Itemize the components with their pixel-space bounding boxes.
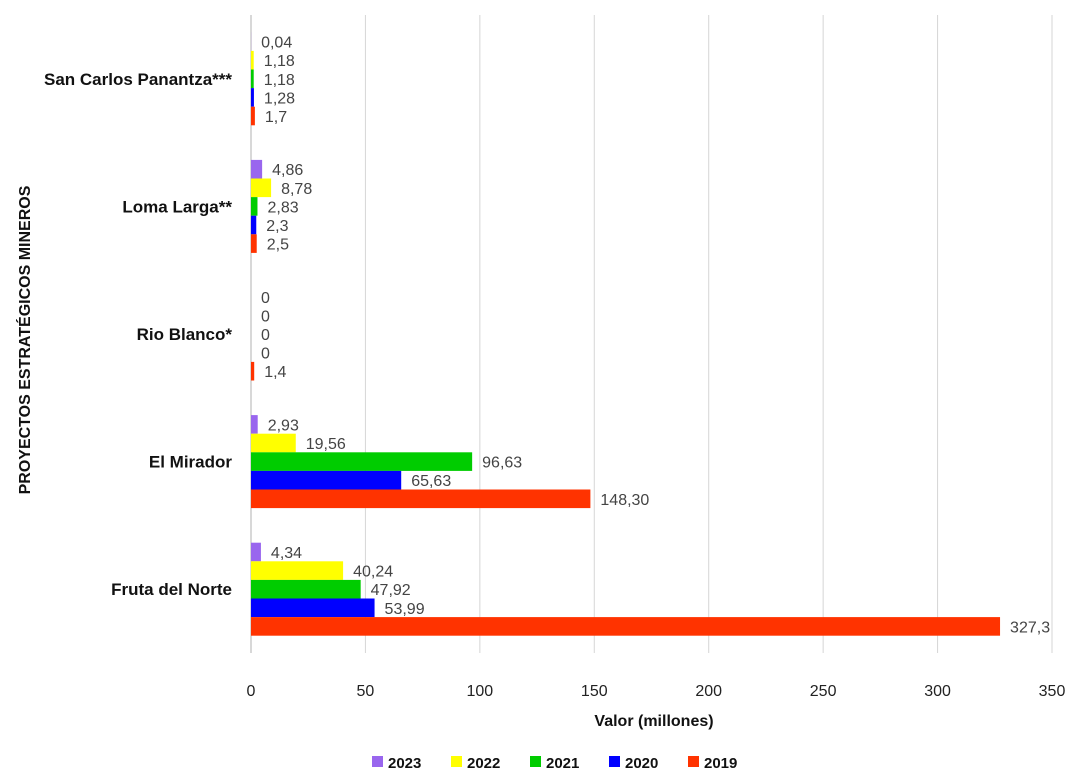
bar-2022 [251,50,254,70]
x-tick-label: 150 [581,683,608,700]
bar-2019 [251,234,257,253]
legend-swatch-2020 [609,756,620,767]
bar-2020 [251,470,402,490]
data-label: 40,24 [353,564,393,581]
category-label: Loma Larga** [122,197,232,216]
y-axis-title: PROYECTOS ESTRATÉGICOS MINEROS [15,185,34,494]
data-label: 65,63 [411,473,451,490]
legend-label: 2021 [546,755,579,772]
data-labels: 0,041,181,181,281,74,868,782,832,32,5000… [261,35,1050,637]
data-label: 1,18 [264,53,295,70]
legend: 2023 2022 2021 2020 2019 [372,755,737,772]
data-label: 0 [261,327,270,344]
category-label: Rio Blanco* [137,325,233,344]
data-label: 2,83 [267,199,298,216]
gridlines [250,15,1053,653]
legend-label: 2020 [625,755,658,772]
x-tick-label: 350 [1039,683,1066,700]
legend-label: 2022 [467,755,500,772]
bar-2019 [251,617,1001,636]
data-label: 4,86 [272,162,303,179]
data-label: 47,92 [371,582,411,599]
data-label: 4,34 [271,545,302,562]
legend-swatch-2023 [372,756,383,767]
bar-2020 [251,88,254,107]
x-tick-label: 300 [924,683,951,700]
bar-2021 [251,197,258,216]
bar-2023 [251,542,261,562]
bar-2022 [251,561,344,580]
legend-swatch-2022 [451,756,462,767]
data-label: 1,4 [264,364,286,381]
data-label: 0 [261,290,270,307]
data-label: 8,78 [281,181,312,198]
x-tick-label: 250 [810,683,837,700]
bar-2023 [251,159,263,179]
data-label: 327,3 [1010,619,1050,636]
bar-2021 [251,579,361,599]
data-label: 2,3 [266,218,288,235]
data-label: 96,63 [482,455,522,472]
bars [251,32,1001,636]
x-tick-label: 100 [467,683,494,700]
bar-2022 [251,178,272,198]
x-tick-label: 0 [247,683,256,700]
data-label: 0 [261,308,270,325]
data-label: 19,56 [306,436,346,453]
legend-swatch-2021 [530,756,541,767]
x-tick-label: 200 [695,683,722,700]
data-label: 2,5 [267,237,289,254]
bar-2020 [251,598,375,618]
x-axis-title: Valor (millones) [594,713,713,730]
data-label: 53,99 [385,601,425,618]
data-label: 0,04 [261,35,292,52]
legend-label: 2023 [388,755,421,772]
bar-2023 [251,415,258,434]
category-label: El Mirador [149,453,233,472]
bar-2021 [251,452,473,471]
data-label: 1,7 [265,109,287,126]
x-tick-label: 50 [357,683,375,700]
category-labels: San Carlos Panantza*** Loma Larga** Rio Bl… [44,70,232,599]
data-label: 1,28 [264,90,295,107]
bar-2019 [251,489,591,509]
bar-2020 [251,215,257,235]
x-tick-labels: 0 50 100 150 200 250 300 350 [247,683,1066,700]
data-label: 1,18 [264,72,295,89]
data-label: 2,93 [268,417,299,434]
bar-2019 [251,361,255,381]
bar-2021 [251,69,254,89]
bar-2019 [251,106,255,126]
legend-label: 2019 [704,755,737,772]
data-label: 0 [261,346,270,363]
bar-2022 [251,433,296,453]
data-label: 148,30 [600,492,649,509]
legend-swatch-2019 [688,756,699,767]
category-label: San Carlos Panantza*** [44,70,232,89]
category-label: Fruta del Norte [111,580,232,599]
